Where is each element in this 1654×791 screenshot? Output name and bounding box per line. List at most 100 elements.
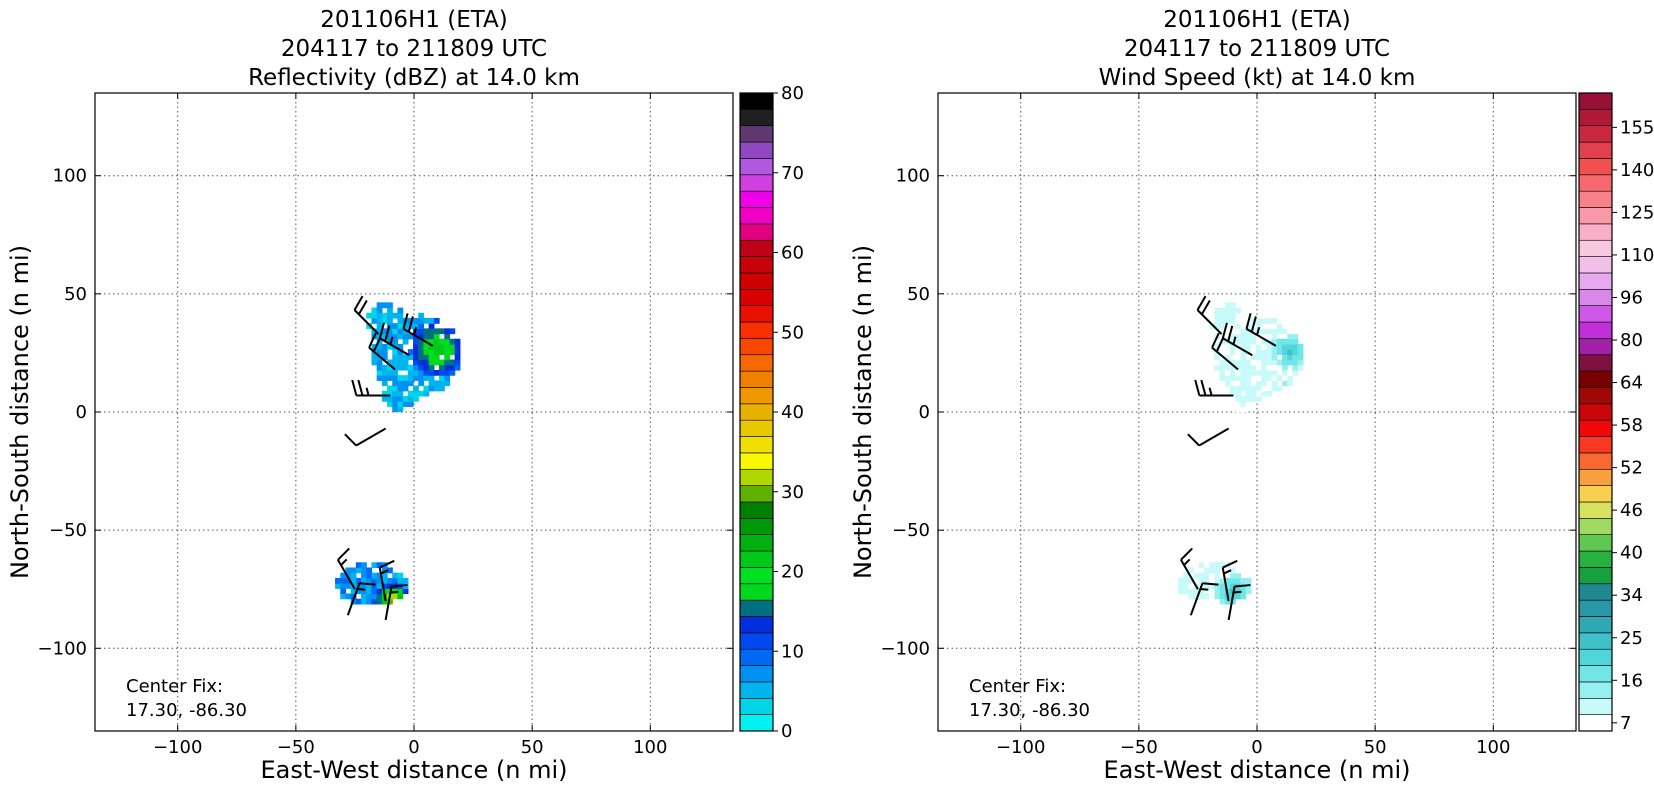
- colorbar-swatch: [1578, 665, 1613, 683]
- field-cell: [397, 328, 404, 335]
- field-cell: [345, 567, 352, 574]
- y-tick-label: −100: [881, 638, 930, 659]
- field-cell: [1287, 354, 1294, 361]
- field-cell: [1292, 369, 1299, 376]
- field-cell: [1230, 307, 1236, 314]
- field-cell: [407, 395, 414, 402]
- field-cell: [1240, 354, 1247, 361]
- field-cell: [387, 567, 393, 574]
- field-cell: [1276, 338, 1283, 345]
- field-cell: [1214, 583, 1221, 589]
- field-cell: [366, 567, 373, 574]
- field-cell: [1240, 593, 1247, 600]
- field-cell: [376, 317, 383, 324]
- field-cell: [1209, 312, 1216, 319]
- colorbar-swatch: [1578, 403, 1613, 421]
- field-cell: [433, 385, 440, 392]
- field-cell: [397, 593, 404, 600]
- field-cell: [1235, 369, 1242, 376]
- field-cell: [1224, 317, 1231, 324]
- field-cell: [433, 343, 440, 350]
- y-axis-label: North-South distance (n mi): [6, 245, 34, 579]
- field-cell: [376, 598, 383, 605]
- field-cell: [397, 349, 404, 355]
- reflectivity-panel: 201106H1 (ETA) 204117 to 211809 UTC Refl…: [6, 7, 804, 784]
- field-cell: [387, 317, 393, 324]
- field-cell: [1224, 395, 1231, 402]
- colorbar-swatch: [1578, 714, 1613, 732]
- field-cell: [381, 317, 388, 324]
- colorbar-swatch: [1578, 501, 1613, 519]
- field-cell: [392, 406, 399, 413]
- field-cell: [381, 380, 388, 387]
- field-cell: [1245, 385, 1252, 392]
- field-cell: [1178, 577, 1184, 584]
- field-cell: [371, 562, 378, 569]
- field-cell: [1261, 317, 1268, 324]
- field-cell: [392, 312, 399, 319]
- field-cell: [1282, 354, 1288, 361]
- colorbar-swatch: [739, 452, 774, 470]
- colorbar-swatch: [739, 387, 774, 405]
- field-cell: [1235, 323, 1242, 329]
- field-cell: [1282, 359, 1288, 366]
- field-cell: [1271, 354, 1278, 361]
- colorbar-swatch: [1578, 468, 1613, 486]
- wind-barb: [1211, 332, 1239, 371]
- field-cell: [371, 307, 378, 314]
- field-cell: [1245, 369, 1252, 376]
- field-cell: [402, 364, 409, 371]
- field-cell: [1271, 317, 1278, 324]
- field-cell: [1230, 328, 1236, 335]
- x-tick-label: 100: [1476, 737, 1510, 758]
- field-cell: [439, 369, 445, 376]
- field-cell: [444, 338, 451, 345]
- field-cell: [335, 577, 341, 584]
- field-cell: [381, 302, 388, 309]
- field-cell: [381, 583, 388, 589]
- field-cell: [428, 359, 435, 366]
- field-cell: [1183, 577, 1190, 584]
- field-cell: [1271, 323, 1278, 329]
- field-cell: [1219, 307, 1226, 314]
- field-cell: [1224, 328, 1231, 335]
- field-cell: [1266, 343, 1273, 350]
- chart-title-line-1: 201106H1 (ETA): [1163, 7, 1351, 33]
- grid-lines: [938, 93, 1576, 731]
- x-tick-label: −50: [277, 737, 315, 758]
- field-cell: [1188, 588, 1195, 595]
- x-tick-label: 50: [521, 737, 544, 758]
- field-cell: [418, 364, 425, 371]
- colorbar-swatch: [1578, 289, 1613, 306]
- axis-ticks: −100 −50 0 50 100 −100 −50 0 50 100: [881, 93, 1576, 758]
- field-cell: [340, 583, 347, 589]
- chart-title-line-3: Wind Speed (kt) at 14.0 km: [1099, 65, 1416, 91]
- field-cell: [1209, 583, 1216, 589]
- field-cell: [1240, 588, 1247, 595]
- field-cell: [361, 577, 367, 584]
- field-cell: [387, 312, 393, 319]
- colorbar-tick-label: 20: [781, 562, 804, 583]
- colorbar-swatch: [1578, 92, 1613, 110]
- x-tick-label: 0: [1251, 737, 1262, 758]
- field-cell: [1266, 328, 1273, 335]
- field-cell: [1209, 593, 1216, 600]
- field-cell: [433, 349, 440, 355]
- field-cell: [366, 312, 373, 319]
- field-cell: [1214, 359, 1221, 366]
- field-cell: [1261, 323, 1268, 329]
- field-cell: [1261, 343, 1268, 350]
- field-cell: [444, 364, 451, 371]
- field-cell: [1235, 577, 1242, 584]
- field-cell: [355, 588, 362, 595]
- field-cell: [1292, 359, 1299, 366]
- field-cell: [1235, 406, 1242, 413]
- field-cell: [366, 323, 373, 329]
- field-cell: [1214, 593, 1221, 600]
- field-cell: [428, 369, 435, 376]
- colorbar-swatch: [739, 632, 774, 650]
- field-cell: [1271, 349, 1278, 355]
- field-cell: [1261, 390, 1268, 397]
- field-cell: [387, 375, 393, 381]
- field-cell: [1224, 380, 1231, 387]
